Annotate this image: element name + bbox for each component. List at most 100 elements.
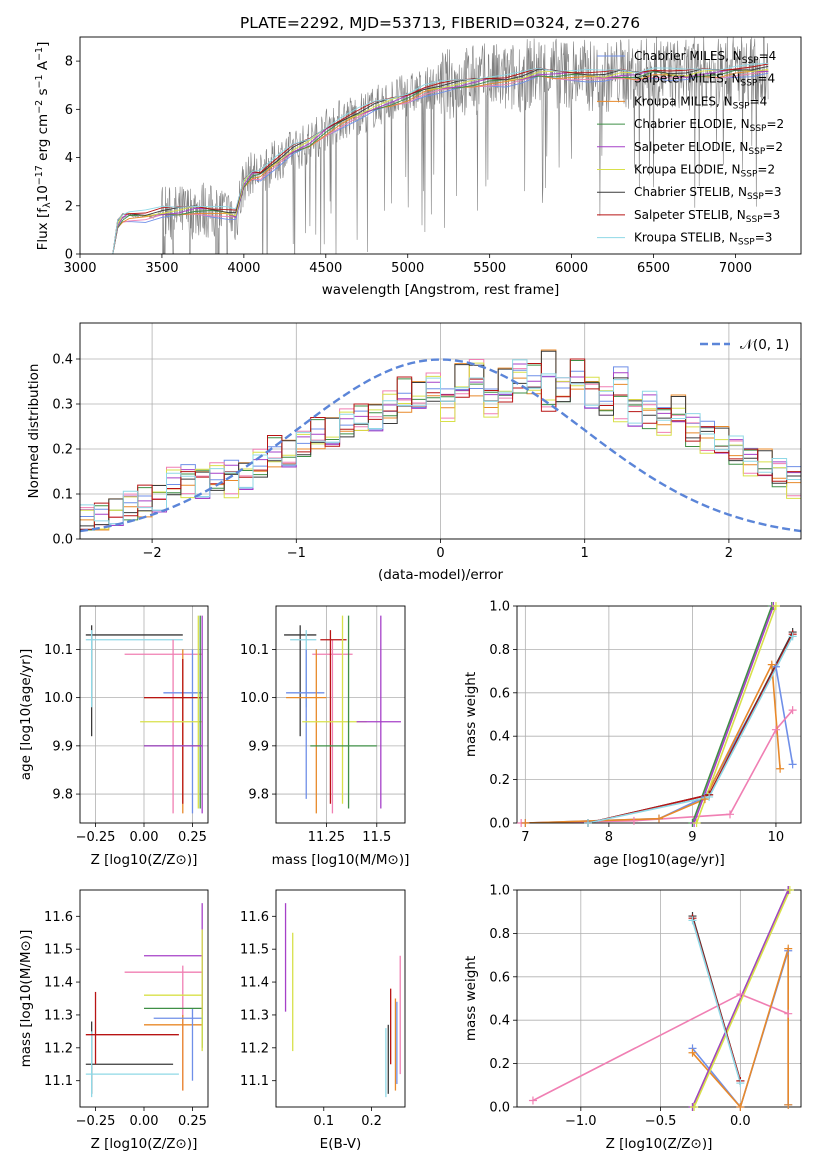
axes-mass_weight_vs_Z: −1.0 −0.5 0.0 0.0 0.2 0.4 0.6 0.8 1.0 Z [log10(Z/… bbox=[463, 884, 802, 1152]
x-tick-label: 5000 bbox=[391, 261, 424, 276]
y-tick-label: 0.2 bbox=[489, 773, 510, 788]
axes-mass_weight_vs_age: 7 8 9 10 0.0 0.2 0.4 0.6 0.8 1.0 age [log10(age/yr… bbox=[463, 600, 802, 868]
plot-area bbox=[284, 903, 401, 1098]
weight-marker bbox=[528, 1096, 537, 1105]
normal-reference-curve bbox=[80, 358, 801, 533]
y-tick-label: 11.6 bbox=[240, 910, 269, 925]
x-tick-label: 10 bbox=[768, 830, 785, 845]
weight-marker bbox=[655, 814, 663, 823]
x-axis-label: age [log10(age/yr)] bbox=[593, 852, 725, 868]
weight-marker bbox=[705, 792, 714, 801]
y-tick-label: 0.8 bbox=[489, 643, 510, 658]
axes-frame bbox=[79, 322, 802, 540]
plot-area bbox=[112, 37, 769, 254]
x-tick-label: 0.00 bbox=[130, 1114, 159, 1129]
weight-line-9 bbox=[587, 636, 794, 823]
y-tick-label: 0.0 bbox=[489, 1101, 510, 1116]
x-axis-label: wavelength [Angstrom, rest frame] bbox=[322, 282, 560, 298]
plot-area bbox=[517, 890, 801, 1107]
weight-marker bbox=[788, 760, 797, 769]
legend-entry: Chabrier STELIB, NSSP=3 bbox=[634, 185, 782, 202]
model-line-4 bbox=[112, 69, 769, 254]
y-tick-label: 0.4 bbox=[52, 353, 73, 368]
model-line-8 bbox=[112, 63, 769, 254]
x-tick-label: 8 bbox=[605, 830, 613, 845]
legend-entry: Salpeter ELODIE, NSSP=2 bbox=[634, 140, 783, 157]
x-tick-label: −0.25 bbox=[76, 1114, 116, 1129]
axes-residual_histogram: −2 −1 0 1 2 0.0 0.1 0.2 0.3 0.4 (data-model)/error… bbox=[26, 322, 802, 583]
weight-marker bbox=[736, 990, 745, 999]
axes-frame bbox=[516, 889, 802, 1108]
y-tick-label: 0.6 bbox=[489, 686, 510, 701]
y-tick-label: 11.3 bbox=[240, 1008, 269, 1023]
weight-marker bbox=[736, 1103, 745, 1111]
weight-marker bbox=[767, 660, 776, 669]
weight-marker bbox=[688, 916, 697, 925]
x-axis-label: Z [log10(Z/Z⊙)] bbox=[91, 1136, 198, 1152]
x-tick-label: 0.0 bbox=[730, 1114, 751, 1129]
weight-marker bbox=[776, 764, 785, 773]
weight-line-5 bbox=[691, 890, 789, 1107]
y-tick-label: 0.1 bbox=[52, 488, 73, 503]
legend-entry: Kroupa ELODIE, NSSP=2 bbox=[634, 163, 775, 180]
y-tick-label: 0 bbox=[65, 248, 73, 263]
x-tick-label: 0.1 bbox=[313, 1114, 334, 1129]
x-tick-label: 11.5 bbox=[362, 830, 391, 845]
y-tick-label: 0.3 bbox=[52, 398, 73, 413]
y-tick-label: 9.8 bbox=[52, 788, 73, 803]
x-tick-label: −0.25 bbox=[76, 830, 116, 845]
weight-marker bbox=[785, 886, 794, 894]
y-tick-label: 11.2 bbox=[240, 1041, 269, 1056]
x-tick-label: 1 bbox=[581, 546, 589, 561]
x-axis-label: Z [log10(Z/Z⊙)] bbox=[606, 1136, 713, 1152]
y-tick-label: 11.5 bbox=[240, 943, 269, 958]
axes-spectrum: 3000 3500 4000 4500 5000 5500 6000 6500 7000 0 2 4 6… bbox=[34, 36, 802, 298]
axes-frame bbox=[79, 889, 209, 1108]
x-tick-label: 6500 bbox=[637, 261, 670, 276]
x-tick-label: 3000 bbox=[63, 261, 96, 276]
x-tick-label: 6000 bbox=[555, 261, 588, 276]
x-tick-label: 0.00 bbox=[130, 830, 159, 845]
x-axis-label: (data-model)/error bbox=[378, 567, 504, 583]
y-tick-label: 0.0 bbox=[52, 533, 73, 548]
x-tick-label: 2 bbox=[725, 546, 733, 561]
y-tick-label: 4 bbox=[65, 151, 73, 166]
y-tick-label: 11.6 bbox=[44, 910, 73, 925]
y-tick-label: 0.0 bbox=[489, 817, 510, 832]
y-axis-label: mass weight bbox=[463, 956, 479, 1041]
y-tick-label: 2 bbox=[65, 199, 73, 214]
y-tick-label: 8 bbox=[65, 55, 73, 70]
weight-line-1 bbox=[525, 664, 794, 823]
y-tick-label: 11.4 bbox=[44, 976, 73, 991]
y-tick-label: 11.2 bbox=[44, 1041, 73, 1056]
weight-marker bbox=[736, 1079, 745, 1088]
weight-line-5 bbox=[693, 606, 775, 823]
weight-marker bbox=[771, 725, 780, 734]
x-tick-label: 7000 bbox=[719, 261, 752, 276]
y-tick-label: 0.2 bbox=[52, 443, 73, 458]
weight-line-2 bbox=[521, 709, 794, 823]
spectrum-legend: Chabrier MILES, NSSP=4 Salpeter MILES, NS… bbox=[597, 49, 784, 248]
y-axis-label: mass [log10(M/M⊙)] bbox=[18, 930, 34, 1068]
weight-marker bbox=[784, 1009, 793, 1018]
y-tick-label: 10.1 bbox=[44, 643, 73, 658]
plot-area bbox=[85, 903, 203, 1098]
axes-mass_vs_EBV: 0.1 0.2 11.1 11.2 11.3 11.4 11.5 11.6 E(B-V) bbox=[240, 889, 406, 1152]
y-tick-label: 9.8 bbox=[248, 788, 269, 803]
y-tick-label: 9.9 bbox=[248, 739, 269, 754]
x-tick-label: 0.25 bbox=[178, 830, 207, 845]
x-tick-label: 4500 bbox=[309, 261, 342, 276]
model-line-2 bbox=[112, 70, 769, 254]
x-tick-label: 11.25 bbox=[308, 830, 345, 845]
axes-frame bbox=[275, 605, 406, 824]
model-line-9 bbox=[112, 62, 769, 254]
weight-line-9 bbox=[691, 920, 742, 1084]
plot-area bbox=[276, 606, 405, 823]
y-tick-label: 11.1 bbox=[240, 1074, 269, 1089]
y-tick-label: 10.0 bbox=[240, 691, 269, 706]
y-tick-label: 9.9 bbox=[52, 739, 73, 754]
legend-entry: Kroupa MILES, NSSP=4 bbox=[634, 94, 767, 111]
y-axis-label: Normed distribution bbox=[26, 364, 42, 499]
weight-marker bbox=[788, 706, 797, 715]
